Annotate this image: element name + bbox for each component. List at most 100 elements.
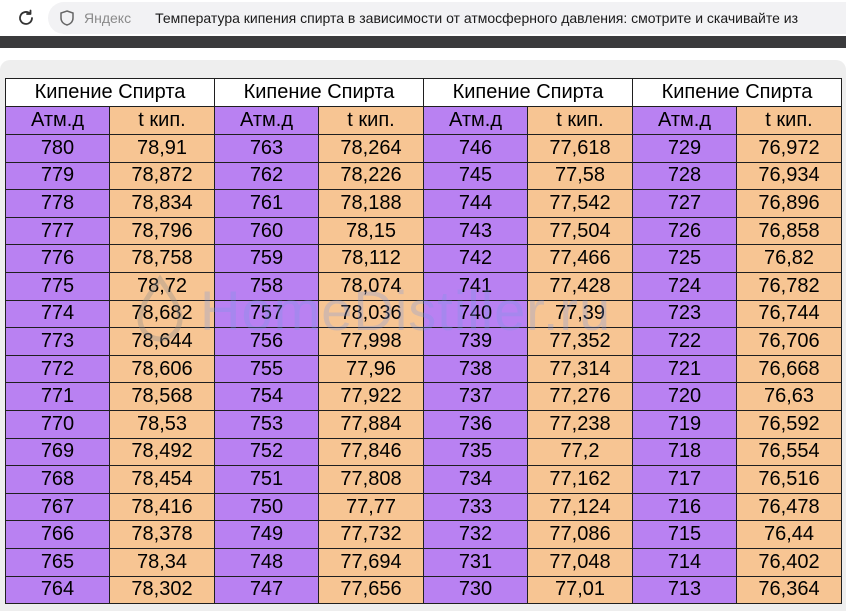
cell-temp: 77,96 (318, 354, 424, 384)
cell-temp: 76,934 (736, 161, 842, 191)
group-header: Кипение Спирта (214, 78, 424, 107)
cell-atm: 753 (214, 409, 319, 439)
cell-atm: 772 (5, 354, 110, 384)
cell-temp: 77,048 (527, 547, 633, 577)
cell-atm: 760 (214, 216, 319, 246)
cell-atm: 724 (632, 271, 737, 301)
header-atm: Атм.д (5, 106, 110, 135)
cell-temp: 78,302 (109, 575, 215, 605)
table-row: 780 78,91 763 78,264 746 77,618 729 76,972 (5, 134, 842, 163)
cell-temp: 78,378 (109, 520, 215, 549)
cell-atm: 765 (5, 547, 110, 577)
cell-atm: 779 (5, 161, 110, 191)
header-temp: t кип. (318, 106, 424, 135)
group-header-row: Кипение Спирта Кипение Спирта Кипение Спир… (5, 78, 842, 107)
cell-atm: 727 (632, 189, 737, 218)
cell-atm: 771 (5, 382, 110, 411)
cell-atm: 733 (423, 492, 528, 522)
cell-temp: 77,694 (318, 547, 424, 577)
cell-temp: 77,01 (527, 575, 633, 605)
reload-icon[interactable] (14, 6, 38, 30)
cell-atm: 766 (5, 520, 110, 549)
cell-atm: 729 (632, 134, 737, 163)
cell-temp: 76,592 (736, 409, 842, 439)
cell-atm: 720 (632, 382, 737, 411)
cell-temp: 76,858 (736, 216, 842, 246)
cell-temp: 77,542 (527, 189, 633, 218)
cell-temp: 76,782 (736, 271, 842, 301)
cell-temp: 78,872 (109, 161, 215, 191)
cell-temp: 78,112 (318, 244, 424, 273)
cell-temp: 77,732 (318, 520, 424, 549)
cell-atm: 777 (5, 216, 110, 246)
cell-atm: 747 (214, 575, 319, 605)
cell-temp: 77,39 (527, 299, 633, 329)
cell-atm: 714 (632, 547, 737, 577)
cell-atm: 723 (632, 299, 737, 329)
cell-atm: 751 (214, 465, 319, 494)
cell-temp: 77,314 (527, 354, 633, 384)
cell-atm: 715 (632, 520, 737, 549)
shield-icon[interactable] (60, 9, 76, 27)
header-atm: Атм.д (214, 106, 319, 135)
page-title: Температура кипения спирта в зависимости… (155, 10, 799, 26)
cell-atm: 713 (632, 575, 737, 605)
cell-temp: 76,364 (736, 575, 842, 605)
cell-temp: 76,516 (736, 465, 842, 494)
cell-atm: 744 (423, 189, 528, 218)
header-temp: t кип. (109, 106, 215, 135)
header-temp: t кип. (736, 106, 842, 135)
table-row: 775 78,72 758 78,074 741 77,428 724 76,782 (5, 271, 842, 301)
cell-atm: 735 (423, 437, 528, 467)
cell-atm: 719 (632, 409, 737, 439)
cell-atm: 725 (632, 244, 737, 273)
address-bar[interactable]: Яндекс Температура кипения спирта в зави… (48, 2, 846, 34)
cell-atm: 740 (423, 299, 528, 329)
cell-temp: 76,44 (736, 520, 842, 549)
table-row: 774 78,682 757 78,036 740 77,39 723 76,744 (5, 299, 842, 329)
cell-temp: 78,91 (109, 134, 215, 163)
cell-temp: 76,744 (736, 299, 842, 329)
cell-temp: 78,644 (109, 327, 215, 356)
cell-atm: 754 (214, 382, 319, 411)
table-row: 777 78,796 760 78,15 743 77,504 726 76,858 (5, 216, 842, 246)
cell-temp: 78,606 (109, 354, 215, 384)
table-row: 772 78,606 755 77,96 738 77,314 721 76,668 (5, 354, 842, 384)
cell-atm: 746 (423, 134, 528, 163)
cell-temp: 78,226 (318, 161, 424, 191)
cell-temp: 78,834 (109, 189, 215, 218)
cell-atm: 728 (632, 161, 737, 191)
group-header: Кипение Спирта (632, 78, 842, 107)
cell-temp: 78,454 (109, 465, 215, 494)
cell-temp: 78,53 (109, 409, 215, 439)
cell-temp: 77,352 (527, 327, 633, 356)
table-row: 778 78,834 761 78,188 744 77,542 727 76,896 (5, 189, 842, 218)
toolbar-divider (0, 36, 846, 48)
cell-atm: 775 (5, 271, 110, 301)
cell-atm: 736 (423, 409, 528, 439)
cell-temp: 76,668 (736, 354, 842, 384)
header-atm: Атм.д (632, 106, 737, 135)
cell-atm: 763 (214, 134, 319, 163)
cell-atm: 757 (214, 299, 319, 329)
cell-temp: 76,63 (736, 382, 842, 411)
cell-temp: 76,706 (736, 327, 842, 356)
cell-atm: 737 (423, 382, 528, 411)
cell-atm: 741 (423, 271, 528, 301)
cell-atm: 734 (423, 465, 528, 494)
cell-atm: 721 (632, 354, 737, 384)
header-temp: t кип. (527, 106, 633, 135)
cell-temp: 77,58 (527, 161, 633, 191)
cell-atm: 768 (5, 465, 110, 494)
cell-temp: 77,086 (527, 520, 633, 549)
cell-atm: 716 (632, 492, 737, 522)
cell-atm: 732 (423, 520, 528, 549)
column-header-row: Атм.д t кип. Атм.д t кип. Атм.д t кип. Атм.д t … (5, 106, 842, 135)
cell-temp: 76,402 (736, 547, 842, 577)
cell-temp: 77,162 (527, 465, 633, 494)
table-row: 776 78,758 759 78,112 742 77,466 725 76,82 (5, 244, 842, 273)
cell-atm: 748 (214, 547, 319, 577)
cell-temp: 78,758 (109, 244, 215, 273)
cell-temp: 77,466 (527, 244, 633, 273)
cell-temp: 77,998 (318, 327, 424, 356)
